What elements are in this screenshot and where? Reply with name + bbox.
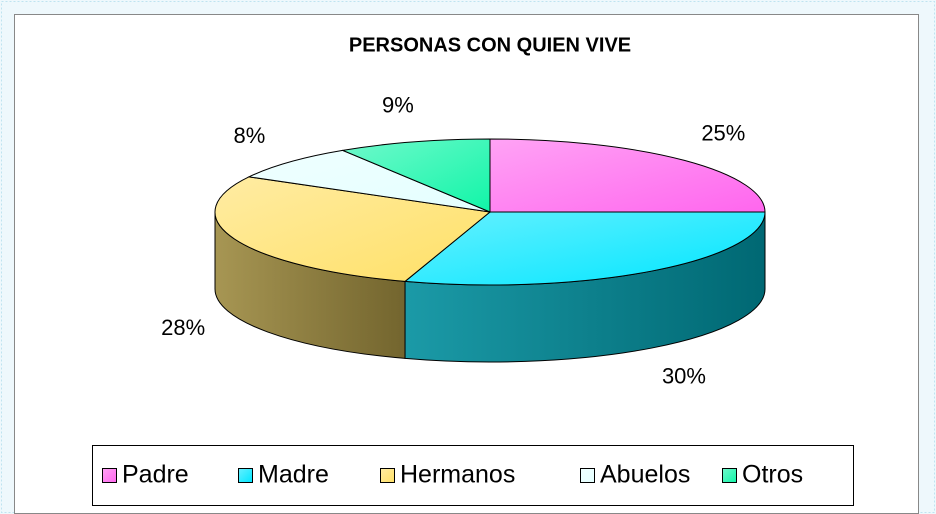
data-label: 9%: [382, 93, 414, 118]
data-label: 28%: [161, 315, 205, 340]
legend-label: Abuelos: [600, 461, 690, 489]
pie-slice: [340, 138, 491, 213]
data-label: 25%: [701, 120, 745, 145]
legend-label: Padre: [122, 461, 189, 489]
legend-swatch: [380, 468, 395, 483]
legend-swatch: [580, 468, 595, 483]
pie-slice: [214, 176, 492, 282]
legend-label: Hermanos: [400, 461, 515, 489]
legend-label: Otros: [742, 461, 803, 489]
legend-swatch: [238, 468, 253, 483]
legend-swatch: [102, 468, 117, 483]
data-label: 8%: [234, 123, 266, 148]
legend-swatch: [722, 468, 737, 483]
chart-title: PERSONAS CON QUIEN VIVE: [349, 34, 631, 56]
legend-label: Madre: [258, 461, 329, 489]
pie-slice: [247, 149, 491, 213]
pie-slice: [403, 211, 766, 286]
data-label: 30%: [662, 363, 706, 388]
pie-slice: [489, 138, 766, 213]
